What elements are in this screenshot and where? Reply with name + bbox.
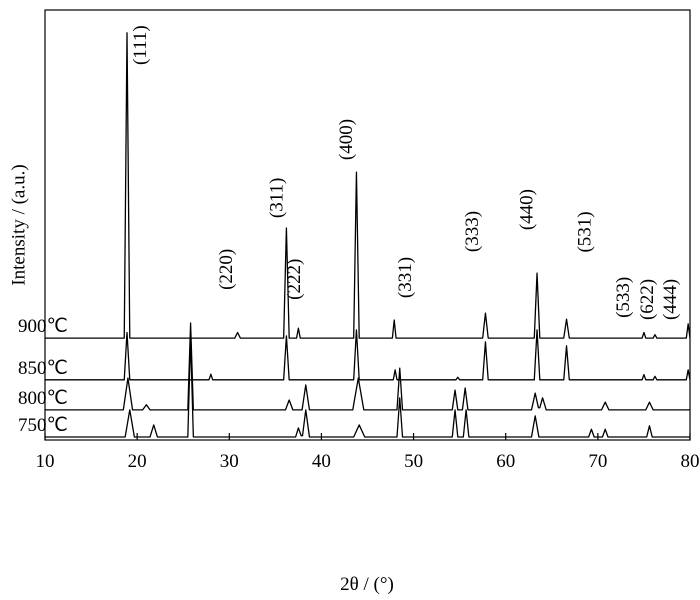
series-label: 850℃: [18, 358, 68, 379]
peak-label: (220): [216, 249, 237, 290]
y-axis-title: Intensity / (a.u.): [8, 164, 29, 285]
peak-label: (444): [660, 279, 681, 320]
peak-label: (222): [284, 259, 305, 300]
series-label: 900℃: [18, 316, 68, 337]
peak-label: (331): [395, 257, 416, 298]
x-tick-label: 70: [588, 451, 607, 472]
peak-label: (111): [130, 25, 151, 65]
x-tick-label: 60: [496, 451, 515, 472]
peak-label: (311): [267, 178, 288, 218]
peak-label: (533): [613, 277, 634, 318]
xrd-trace: [45, 32, 691, 339]
x-tick-label: 40: [312, 451, 331, 472]
xrd-trace: [45, 336, 690, 438]
x-tick-label: 10: [36, 451, 55, 472]
peak-label: (440): [516, 189, 537, 230]
x-axis-title: 2θ / (°): [340, 574, 394, 595]
x-tick-label: 30: [220, 451, 239, 472]
xrd-trace: [45, 322, 690, 411]
peak-label: (531): [574, 211, 595, 252]
peak-label: (622): [637, 279, 658, 320]
x-tick-label: 50: [404, 451, 423, 472]
series-label: 750℃: [18, 415, 68, 436]
xrd-trace: [45, 329, 691, 381]
x-tick-label: 20: [128, 451, 147, 472]
plot-frame: [44, 9, 691, 441]
series-label: 800℃: [18, 388, 68, 409]
peak-label: (333): [462, 211, 483, 252]
x-tick-label: 80: [681, 451, 700, 472]
peak-label: (400): [336, 119, 357, 160]
